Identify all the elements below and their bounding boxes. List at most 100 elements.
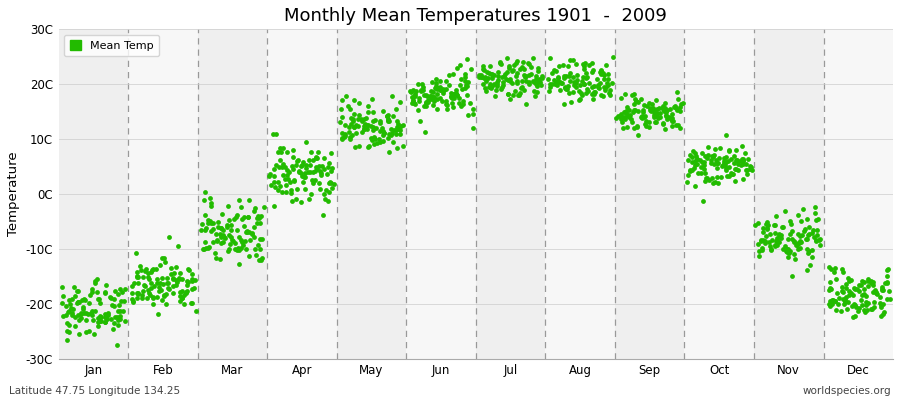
Point (577, 66, 591, 72)
Point (458, 84, 473, 91)
Point (308, 176, 322, 183)
Point (551, 78, 565, 84)
Point (554, 80, 568, 86)
Point (88, 278, 103, 284)
Point (381, 116, 395, 122)
Point (570, 76, 584, 83)
Point (859, 299, 873, 306)
Point (529, 73, 544, 80)
Point (308, 168, 322, 174)
Point (254, 257, 268, 264)
Point (711, 180, 725, 186)
Point (239, 229, 254, 235)
Point (812, 236, 826, 243)
Point (543, 84, 557, 91)
Point (491, 69, 505, 75)
Point (337, 134, 351, 140)
Point (628, 96, 643, 103)
Point (566, 79, 580, 86)
Point (846, 292, 860, 299)
Point (522, 61, 536, 68)
Point (389, 106, 403, 112)
Point (790, 242, 805, 248)
Point (823, 303, 837, 309)
Point (380, 113, 394, 119)
Point (610, 112, 625, 119)
Point (785, 236, 799, 242)
Point (351, 112, 365, 118)
Point (491, 77, 505, 84)
Point (548, 81, 562, 87)
Point (455, 101, 470, 107)
Point (195, 221, 210, 228)
Point (197, 197, 211, 203)
Point (429, 76, 444, 82)
Point (594, 92, 608, 98)
Point (229, 240, 243, 246)
Point (220, 202, 235, 209)
Point (864, 278, 878, 284)
Point (402, 88, 417, 94)
Point (590, 76, 604, 82)
Point (531, 67, 545, 74)
Point (138, 283, 152, 290)
Point (70, 298, 85, 305)
Point (304, 148, 319, 155)
Point (751, 241, 765, 247)
Point (512, 66, 526, 72)
Point (839, 284, 853, 291)
Point (406, 87, 420, 93)
Point (276, 145, 291, 152)
Point (598, 62, 613, 68)
Point (338, 131, 353, 138)
Point (728, 166, 742, 172)
Point (304, 191, 319, 198)
Point (658, 100, 672, 107)
Point (452, 95, 466, 101)
Point (722, 164, 736, 171)
Point (449, 92, 464, 98)
Point (619, 108, 634, 114)
Point (648, 119, 662, 125)
Bar (267, 29, 337, 358)
Point (598, 84, 612, 90)
Point (848, 302, 862, 308)
Point (565, 56, 580, 63)
Point (718, 158, 733, 165)
Point (360, 122, 374, 128)
Point (239, 246, 254, 252)
Point (313, 186, 328, 192)
Point (674, 101, 688, 108)
Point (867, 299, 881, 306)
Point (324, 185, 338, 191)
Point (566, 74, 580, 80)
Point (840, 306, 854, 313)
Point (86, 316, 100, 323)
Point (829, 306, 843, 313)
Y-axis label: Temperature: Temperature (7, 152, 20, 236)
Point (707, 161, 722, 168)
Point (771, 231, 786, 237)
Point (664, 111, 679, 118)
Point (170, 279, 184, 285)
Point (142, 290, 157, 296)
Point (180, 288, 194, 294)
Point (206, 220, 220, 227)
Point (739, 161, 753, 167)
Point (141, 286, 156, 293)
Point (766, 222, 780, 228)
Point (563, 70, 578, 76)
Point (100, 316, 114, 322)
Point (689, 161, 704, 167)
Point (646, 105, 661, 111)
Point (690, 170, 705, 177)
Point (130, 269, 145, 275)
Point (841, 298, 855, 305)
Point (131, 291, 146, 297)
Point (285, 153, 300, 160)
Point (298, 186, 312, 192)
Point (494, 60, 508, 67)
Point (647, 114, 662, 120)
Point (125, 290, 140, 296)
Point (842, 292, 856, 298)
